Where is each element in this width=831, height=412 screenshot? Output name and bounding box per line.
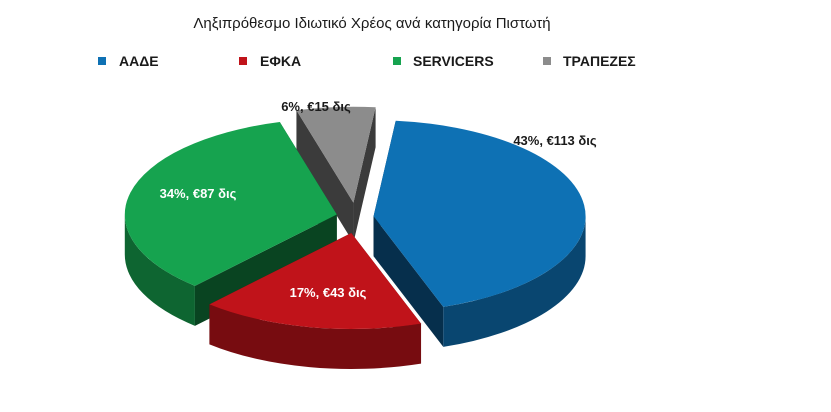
slice-aade <box>373 120 586 347</box>
legend-swatch-servicers <box>393 57 401 65</box>
legend-item-efka: ΕΦΚΑ <box>239 53 301 69</box>
slice-efka-top <box>209 232 422 329</box>
legend-swatch-trapezes <box>543 57 551 65</box>
slice-servicers-top <box>124 122 337 286</box>
slice-aade-wall <box>443 216 586 347</box>
slice-servicers-wall <box>124 214 195 326</box>
data-label-servicers: 34%, €87 δις <box>160 186 237 201</box>
slice-trapezes-top <box>296 106 376 203</box>
data-label-aade: 43%, €113 δις <box>513 133 597 148</box>
legend-item-servicers: SERVICERS <box>393 53 494 69</box>
legend-label-servicers: SERVICERS <box>413 53 494 69</box>
legend-swatch-efka <box>239 57 247 65</box>
data-labels: 43%, €113 δις 17%, €43 δις 34%, €87 δις 6%,… <box>160 99 597 300</box>
chart-title: Ληξιπρόθεσμο Ιδιωτικό Χρέος ανά κατηγορί… <box>193 15 550 32</box>
slice-efka <box>209 232 422 369</box>
slice-trapezes <box>296 106 376 243</box>
legend-label-aade: ΑΑΔΕ <box>119 53 159 69</box>
legend-label-efka: ΕΦΚΑ <box>260 53 301 69</box>
data-label-trapezes: 6%, €15 δις <box>281 99 351 114</box>
legend-swatch-aade <box>98 57 106 65</box>
slice-aade-side <box>373 216 444 347</box>
legend-label-trapezes: ΤΡΑΠΕΖΕΣ <box>563 53 636 69</box>
slice-aade-top <box>373 120 586 307</box>
slice-efka-wall <box>209 304 422 369</box>
legend-item-trapezes: ΤΡΑΠΕΖΕΣ <box>543 53 636 69</box>
data-label-efka: 17%, €43 δις <box>290 285 367 300</box>
legend-item-aade: ΑΑΔΕ <box>98 53 159 69</box>
pie-slices <box>124 106 586 369</box>
slice-trapezes-side <box>353 107 376 243</box>
slice-trapezes-side <box>296 110 354 243</box>
legend: ΑΑΔΕ ΕΦΚΑ SERVICERS ΤΡΑΠΕΖΕΣ <box>98 53 636 69</box>
